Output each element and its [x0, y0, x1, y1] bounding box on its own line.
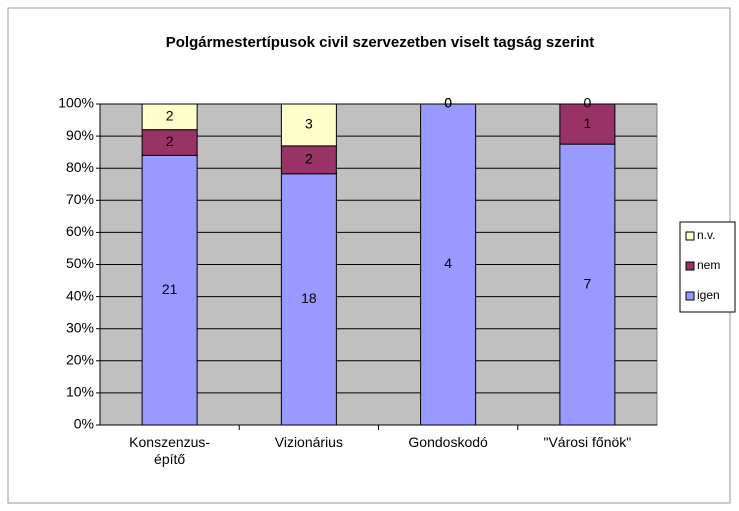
x-tick-label: "Városi főnök" — [543, 434, 631, 450]
y-tick-label: 40% — [66, 287, 94, 303]
data-label: 0 — [444, 95, 452, 111]
data-label: 18 — [301, 290, 317, 306]
data-label: 2 — [305, 151, 313, 167]
legend-label: nem — [697, 258, 720, 272]
y-tick-label: 20% — [66, 352, 94, 368]
y-tick-label: 100% — [58, 95, 94, 111]
data-label: 1 — [583, 115, 591, 131]
bar-segment — [559, 103, 616, 145]
bar-segment — [420, 103, 477, 426]
y-tick-label: 90% — [66, 127, 94, 143]
bar-segment — [280, 145, 337, 175]
legend-label: n.v. — [697, 228, 715, 242]
x-tick-label: Konszenzus-építő — [129, 434, 210, 467]
y-tick-label: 30% — [66, 319, 94, 335]
data-label: 7 — [583, 275, 591, 291]
bar-segment — [280, 103, 337, 147]
data-label: 21 — [162, 281, 178, 297]
data-label: 2 — [166, 108, 174, 124]
data-label: 0 — [583, 95, 591, 111]
chart-title: Polgármestertípusok civil szervezetben v… — [166, 34, 595, 51]
y-tick-label: 60% — [66, 223, 94, 239]
legend-swatch — [685, 261, 695, 271]
y-tick-label: 50% — [66, 255, 94, 271]
bar-segment — [280, 173, 337, 426]
legend-label: igen — [697, 288, 720, 302]
data-label: 2 — [166, 133, 174, 149]
x-tick-label: Gondoskodó — [408, 434, 488, 450]
bar-segment — [141, 103, 198, 131]
x-tick-label: Vizionárius — [275, 434, 343, 450]
y-tick-label: 10% — [66, 384, 94, 400]
data-label: 4 — [444, 255, 452, 271]
y-tick-label: 70% — [66, 191, 94, 207]
legend-swatch — [685, 291, 695, 301]
data-label: 3 — [305, 116, 313, 132]
y-tick-label: 80% — [66, 159, 94, 175]
y-tick-label: 0% — [74, 416, 94, 432]
legend-swatch — [685, 231, 695, 241]
data-label: 0 — [444, 95, 452, 111]
bar-segment — [559, 143, 616, 426]
